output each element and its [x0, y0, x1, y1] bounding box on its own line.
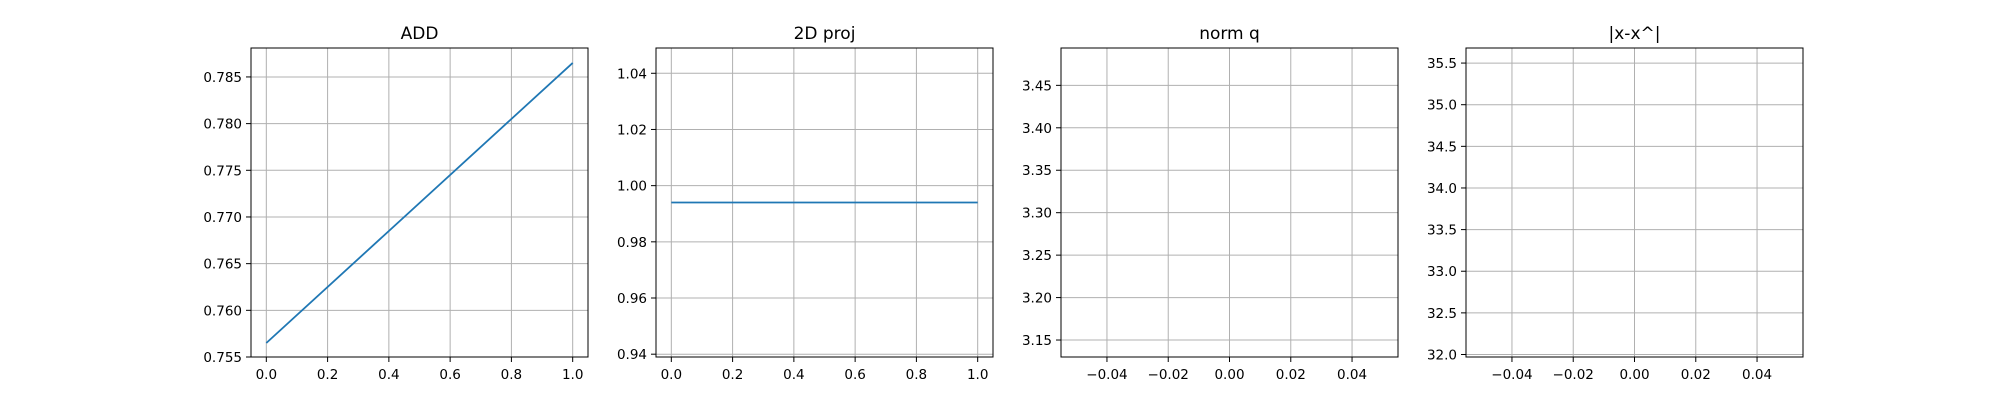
y-tick-label: 33.0	[1427, 264, 1457, 280]
chart-title: 2D proj	[794, 24, 856, 44]
x-tick-label: 0.00	[1214, 367, 1244, 383]
x-tick-label: 1.0	[967, 367, 988, 383]
y-tick-label: 0.770	[203, 210, 242, 226]
plot-frame	[250, 47, 589, 358]
series-line	[265, 62, 574, 344]
x-tick-label: 1.0	[562, 367, 583, 383]
norm-q-chart-panel: −0.04 −0.02 0.00 0.02 0.04 3.15 3.20 3.25 3.30 3.…	[1022, 24, 1399, 383]
y-tick-label: 0.98	[617, 235, 647, 251]
x-error-chart-panel: −0.04 −0.02 0.00 0.02 0.04 32.0 32.5 33.0 33.5 34…	[1427, 24, 1804, 383]
y-tick-label: 0.785	[203, 70, 242, 86]
x-tick-label: −0.04	[1491, 367, 1532, 383]
y-tick-label: 35.5	[1427, 56, 1457, 72]
y-tick-label: 0.760	[203, 303, 242, 319]
y-tick-label: 1.04	[617, 66, 647, 82]
y-tick-label: 1.02	[617, 122, 647, 138]
x-tick-label: 0.4	[378, 367, 399, 383]
x-tick-label: 0.02	[1681, 367, 1711, 383]
x-tick-label: −0.02	[1553, 367, 1594, 383]
x-tick-label: 0.4	[783, 367, 804, 383]
y-tick-label: 34.0	[1427, 181, 1457, 197]
x-tick-label: 0.6	[439, 367, 460, 383]
y-tick-label: 0.780	[203, 117, 242, 133]
y-tick-label: 3.30	[1022, 206, 1052, 222]
chart-title: |x-x^|	[1609, 24, 1661, 44]
add-chart-panel: 0.0 0.2 0.4 0.6 0.8 1.0 0.755 0.760 0.765 0.770 0.…	[203, 24, 589, 383]
x-tick-label: 0.6	[844, 367, 865, 383]
y-tick-label: 1.00	[617, 179, 647, 195]
x-tick-label: −0.04	[1086, 367, 1127, 383]
y-tick-label: 0.775	[203, 163, 242, 179]
y-tick-label: 3.25	[1022, 248, 1052, 264]
chart-title: ADD	[401, 24, 439, 44]
y-tick-label: 3.45	[1022, 78, 1052, 94]
x-tick-label: 0.04	[1337, 367, 1367, 383]
y-tick-label: 33.5	[1427, 223, 1457, 239]
y-tick-label: 32.0	[1427, 348, 1457, 364]
2d-proj-chart-panel: 0.0 0.2 0.4 0.6 0.8 1.0 0.94 0.96 0.98 1.00 1.02 1.…	[617, 24, 994, 383]
y-tick-label: 34.5	[1427, 139, 1457, 155]
y-tick-label: 3.20	[1022, 291, 1052, 307]
x-tick-label: 0.00	[1619, 367, 1649, 383]
x-tick-label: 0.02	[1276, 367, 1306, 383]
x-tick-label: 0.8	[501, 367, 522, 383]
y-tick-label: 0.765	[203, 257, 242, 273]
x-tick-label: −0.02	[1148, 367, 1189, 383]
x-tick-label: 0.2	[722, 367, 743, 383]
y-tick-label: 3.15	[1022, 333, 1052, 349]
plot-frame	[655, 47, 994, 358]
y-tick-label: 3.40	[1022, 121, 1052, 137]
x-tick-label: 0.8	[906, 367, 927, 383]
plot-frame	[1465, 47, 1804, 358]
y-tick-label: 35.0	[1427, 98, 1457, 114]
x-tick-label: 0.04	[1742, 367, 1772, 383]
y-tick-label: 0.755	[203, 350, 242, 366]
x-tick-label: 0.2	[317, 367, 338, 383]
chart-title: norm q	[1199, 24, 1260, 44]
y-tick-label: 32.5	[1427, 306, 1457, 322]
y-tick-label: 0.94	[617, 347, 647, 363]
x-tick-label: 0.0	[661, 367, 682, 383]
x-tick-label: 0.0	[256, 367, 277, 383]
y-tick-label: 0.96	[617, 291, 647, 307]
y-tick-label: 3.35	[1022, 163, 1052, 179]
plot-frame	[1060, 47, 1399, 358]
